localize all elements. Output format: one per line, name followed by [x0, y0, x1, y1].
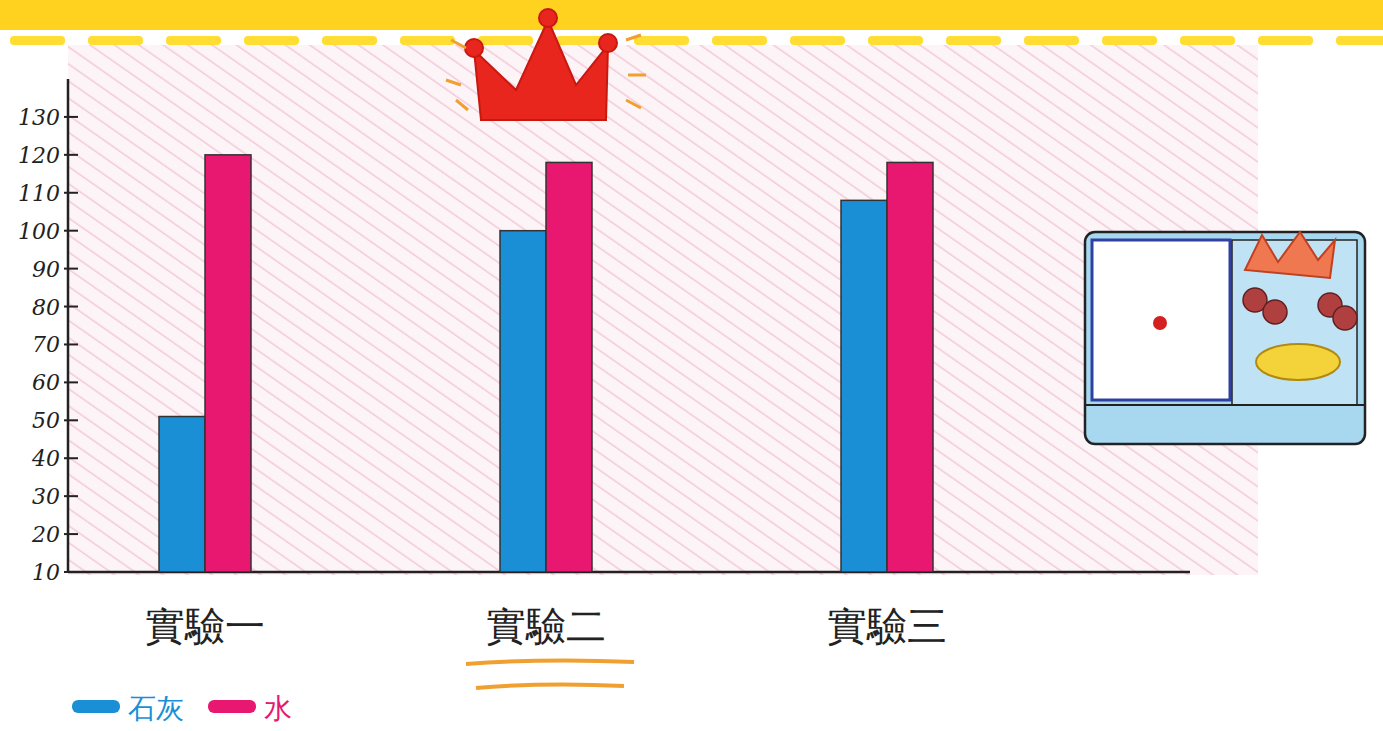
- background: [0, 0, 1383, 731]
- top-dash: [244, 36, 299, 45]
- top-dash: [88, 36, 143, 45]
- y-tick-label: 20: [31, 522, 60, 547]
- y-tick-label: 60: [32, 370, 60, 395]
- underline: [476, 684, 624, 688]
- y-tick-label: 40: [31, 446, 60, 471]
- x-tick-label: 實驗一: [145, 603, 265, 649]
- top-dash: [1102, 36, 1157, 45]
- plot-background: [68, 45, 1258, 575]
- y-tick: [64, 381, 78, 383]
- y-tick: [64, 343, 78, 345]
- crown-ray: [446, 80, 461, 85]
- y-tick: [64, 192, 78, 194]
- y-tick: [64, 268, 78, 270]
- y-tick-label: 10: [32, 560, 60, 585]
- bar: [159, 417, 205, 572]
- bar: [841, 200, 887, 572]
- y-tick-label: 130: [18, 105, 60, 130]
- y-tick-label: 100: [18, 219, 60, 244]
- top-dash: [400, 36, 455, 45]
- crown-ray: [626, 100, 641, 108]
- top-dash: [946, 36, 1001, 45]
- bar: [500, 231, 546, 572]
- bento-rice: [1092, 240, 1230, 400]
- legend-swatch: [208, 700, 256, 713]
- crown-ray: [628, 74, 646, 77]
- crown-ray: [451, 40, 466, 48]
- bento-sausage: [1245, 232, 1335, 278]
- crown-ray: [456, 100, 468, 110]
- bars: [159, 155, 933, 572]
- top-dash: [322, 36, 377, 45]
- x-tick-label: 實驗三: [827, 603, 947, 649]
- y-tick: [64, 306, 78, 308]
- y-tick-label: 120: [18, 143, 60, 168]
- y-tick-label: 30: [32, 484, 60, 509]
- crown-jewel: [539, 9, 557, 27]
- top-dash: [166, 36, 221, 45]
- y-tick: [64, 571, 78, 573]
- y-tick: [64, 495, 78, 497]
- bento-edge: [1085, 404, 1365, 406]
- crown: [474, 20, 608, 120]
- bento-meatball: [1263, 300, 1287, 324]
- top-dash: [634, 36, 689, 45]
- legend-label: 水: [264, 692, 292, 725]
- top-dash: [478, 36, 533, 45]
- crown-jewel: [465, 39, 483, 57]
- bento-box: [1085, 232, 1365, 444]
- underline: [466, 660, 634, 664]
- legend-label: 石灰: [128, 692, 184, 725]
- crown-ray: [626, 35, 641, 40]
- bento-egg: [1256, 344, 1340, 380]
- y-tick: [64, 230, 78, 232]
- bar: [887, 162, 933, 572]
- top-dash: [1024, 36, 1079, 45]
- y-axis: [67, 79, 70, 572]
- y-tick-label: 50: [32, 408, 60, 433]
- y-tick-label: 110: [18, 181, 60, 206]
- bar: [546, 162, 592, 572]
- bento-meatball: [1333, 306, 1357, 330]
- y-tick-label: 70: [32, 332, 60, 357]
- chart: 10 20 30 40 50 60 70 80 90 100 110 120 130 實驗一 實驗二 實驗三石…: [0, 0, 1383, 731]
- top-strip: [0, 0, 1383, 30]
- top-dash: [868, 36, 923, 45]
- top-dash: [712, 36, 767, 45]
- top-dash: [10, 36, 65, 45]
- y-tick: [64, 154, 78, 156]
- x-tick-label: 實驗二: [486, 603, 606, 649]
- y-tick: [64, 533, 78, 535]
- bento-plum: [1153, 316, 1167, 330]
- y-tick: [64, 419, 78, 421]
- top-dash: [1336, 36, 1383, 45]
- y-tick: [64, 457, 78, 459]
- top-dash: [1180, 36, 1235, 45]
- top-dash: [790, 36, 845, 45]
- y-tick-label: 80: [32, 295, 60, 320]
- crown-jewel: [599, 34, 617, 52]
- y-tick-label: 90: [32, 257, 60, 282]
- bar: [205, 155, 251, 572]
- legend-swatch: [72, 700, 120, 713]
- top-dash: [1258, 36, 1313, 45]
- y-tick: [64, 116, 78, 118]
